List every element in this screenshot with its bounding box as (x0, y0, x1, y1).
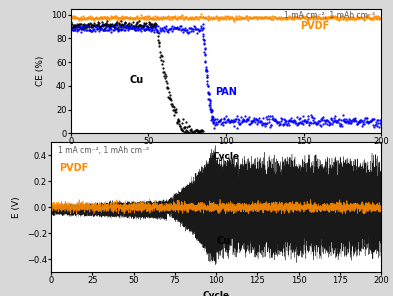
Text: Cu: Cu (216, 236, 230, 246)
Y-axis label: E (V): E (V) (12, 196, 21, 218)
X-axis label: Cycle: Cycle (202, 291, 230, 296)
Text: PAN: PAN (215, 87, 237, 97)
X-axis label: Cycle: Cycle (212, 152, 240, 161)
Text: PVDF: PVDF (301, 21, 330, 31)
Text: PVDF: PVDF (59, 163, 88, 173)
Text: 1 mA cm⁻², 1 mAh cm⁻²: 1 mA cm⁻², 1 mAh cm⁻² (284, 11, 375, 20)
Text: Cu: Cu (130, 75, 144, 86)
Y-axis label: CE (%): CE (%) (36, 56, 45, 86)
Text: 1 mA cm⁻², 1 mAh cm⁻²: 1 mA cm⁻², 1 mAh cm⁻² (58, 146, 149, 155)
